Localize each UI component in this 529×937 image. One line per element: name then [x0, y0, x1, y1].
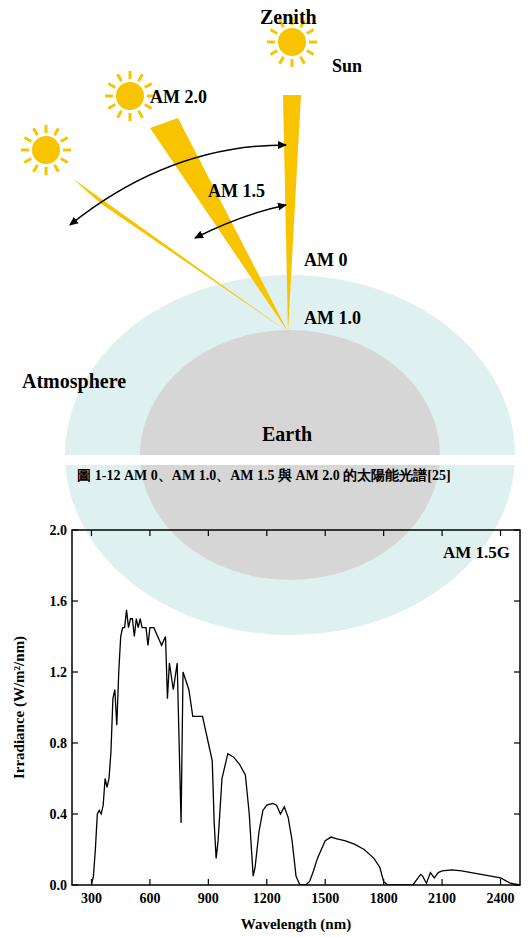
x-tick — [500, 530, 501, 536]
am-label: AM 1.0 — [304, 308, 361, 328]
sun-label: Sun — [332, 56, 362, 76]
sun-ray — [309, 41, 317, 44]
y-tick — [514, 884, 520, 885]
y-tick — [72, 600, 78, 601]
sun-ray — [307, 51, 314, 55]
x-tick — [441, 530, 442, 536]
x-tick-label: 300 — [81, 891, 102, 906]
x-tick — [441, 879, 442, 885]
sun-ray — [108, 105, 115, 109]
am-label: AM 1.5 — [208, 181, 265, 201]
y-tick-label: 1.6 — [50, 594, 68, 609]
sun-ray — [108, 84, 115, 88]
caption: 圖 1-12 AM 0、AM 1.0、AM 1.5 與 AM 2.0 的太陽能光… — [77, 467, 450, 483]
x-tick — [325, 879, 326, 885]
sun-ray — [118, 74, 122, 81]
spectrum-line — [91, 610, 520, 885]
sun-beam — [283, 95, 301, 332]
sun-ray — [45, 125, 48, 133]
y-tick — [72, 742, 78, 743]
sun-ray — [129, 71, 132, 79]
sun-ray — [21, 149, 29, 152]
y-tick-label: 1.2 — [50, 665, 68, 680]
x-tick — [149, 530, 150, 536]
sun-ray — [61, 138, 68, 142]
sun-ray — [301, 57, 305, 64]
am-label: AM 0 — [304, 250, 348, 270]
sun-ray — [118, 111, 122, 118]
sun-ray — [61, 159, 68, 163]
sun — [116, 82, 144, 110]
x-tick — [266, 530, 267, 536]
zenith-label: Zenith — [260, 6, 317, 28]
y-tick-label: 0.0 — [50, 878, 68, 893]
x-tick-label: 1800 — [370, 891, 398, 906]
sun-ray — [129, 113, 132, 121]
sun-ray — [24, 138, 31, 142]
y-tick-label: 2.0 — [50, 523, 68, 538]
y-tick — [72, 529, 78, 530]
x-tick-label: 1200 — [253, 891, 281, 906]
x-tick — [91, 530, 92, 536]
frame — [72, 530, 520, 885]
x-tick — [266, 879, 267, 885]
sun-ray — [139, 74, 143, 81]
sun-ray — [55, 128, 59, 135]
x-tick — [208, 879, 209, 885]
x-tick — [149, 879, 150, 885]
x-axis-title: Wavelength (nm) — [241, 916, 351, 933]
earth-label: Earth — [262, 423, 312, 445]
x-tick — [383, 530, 384, 536]
sun-beam — [150, 118, 288, 332]
y-tick — [514, 813, 520, 814]
plot — [91, 610, 520, 885]
y-tick — [72, 813, 78, 814]
sun — [32, 136, 60, 164]
x-tick — [91, 879, 92, 885]
x-tick-label: 2100 — [428, 891, 456, 906]
x-tick-label: 600 — [139, 891, 160, 906]
sun-ray — [270, 30, 277, 34]
sun-ray — [55, 165, 59, 172]
x-tick — [500, 879, 501, 885]
y-tick — [514, 529, 520, 530]
y-tick — [514, 671, 520, 672]
x-tick — [325, 530, 326, 536]
y-tick — [72, 671, 78, 672]
sun-ray — [34, 165, 38, 172]
x-tick — [383, 879, 384, 885]
annotation: AM 1.5G — [443, 543, 510, 562]
y-tick — [72, 884, 78, 885]
sun-ray — [105, 95, 113, 98]
x-tick-label: 1500 — [311, 891, 339, 906]
y-tick-label: 0.4 — [50, 807, 68, 822]
y-tick — [514, 600, 520, 601]
sun-ray — [139, 111, 143, 118]
sun-ray — [280, 57, 284, 64]
y-tick — [514, 742, 520, 743]
sun-ray — [63, 149, 71, 152]
y-axis-title: Irradiance (W/m²/nm) — [11, 636, 28, 779]
y-tick-label: 0.8 — [50, 736, 68, 751]
angle-arrow — [195, 205, 286, 238]
sun-ray — [291, 59, 294, 67]
sun-ray — [270, 51, 277, 55]
x-tick-label: 900 — [198, 891, 219, 906]
sun-beam — [72, 178, 288, 332]
sun-ray — [267, 41, 275, 44]
sun-ray — [34, 128, 38, 135]
sun-ray — [24, 159, 31, 163]
mask — [0, 455, 529, 465]
atmosphere-label: Atmosphere — [22, 370, 126, 393]
sun-ray — [45, 167, 48, 175]
x-tick-label: 2400 — [487, 891, 515, 906]
x-tick — [208, 530, 209, 536]
am-label: AM 2.0 — [150, 87, 207, 107]
sun-ray — [307, 30, 314, 34]
sun — [278, 28, 306, 56]
